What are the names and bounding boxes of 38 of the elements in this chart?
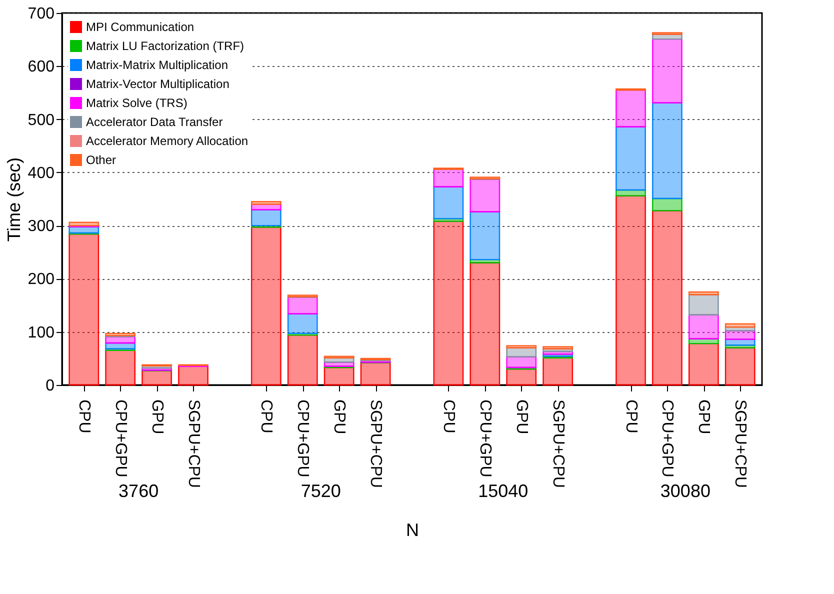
- text: 15040: [478, 481, 528, 501]
- x-tick-label: CPU+GPU: [294, 400, 312, 478]
- x-tick-label: CPU: [258, 400, 275, 434]
- legend-label: Matrix-Matrix Multiplication: [86, 58, 228, 72]
- x-tick-label: GPU: [512, 400, 530, 434]
- text: 3760: [118, 481, 159, 501]
- y-tick-label: 500: [28, 112, 55, 129]
- x-tick-label: SGPU+CPU: [184, 400, 202, 488]
- y-tick-label: 100: [28, 324, 55, 342]
- legend-label: Matrix Solve (TRS): [86, 96, 188, 110]
- legend-label: Other: [86, 153, 116, 167]
- y-tick-label: 0: [46, 378, 55, 394]
- x-tick-label: GPU: [330, 400, 348, 434]
- y-tick-label: 700: [28, 6, 55, 22]
- x-tick-label: SGPU+CPU: [367, 400, 384, 488]
- x-tick-label: GPU: [695, 400, 712, 434]
- y-tick-label: 300: [28, 218, 55, 236]
- x-tick-label: CPU+GPU: [476, 400, 494, 478]
- y-tick-label: 200: [28, 271, 55, 288]
- y-axis-title: Time (sec): [4, 157, 24, 242]
- y-tick-label: 400: [28, 164, 55, 182]
- legend-label: MPI Communication: [86, 20, 194, 34]
- x-tick-label: CPU: [622, 400, 640, 434]
- x-tick-label: CPU+GPU: [112, 400, 129, 478]
- text: 7520: [300, 481, 341, 501]
- y-tick-label: 600: [28, 58, 55, 76]
- x-tick-label: CPU: [440, 400, 457, 434]
- x-tick-label: SGPU+CPU: [732, 400, 749, 488]
- legend-label: Matrix-Vector Multiplication: [86, 77, 230, 91]
- legend-label: Accelerator Data Transfer: [86, 115, 223, 129]
- legend-label: Accelerator Memory Allocation: [86, 134, 248, 148]
- x-tick-label: CPU: [75, 400, 92, 434]
- x-tick-label: SGPU+CPU: [549, 400, 566, 488]
- x-tick-label: CPU+GPU: [658, 400, 676, 478]
- legend-label: Matrix LU Factorization (TRF): [86, 39, 244, 53]
- text: 30080: [660, 481, 710, 501]
- x-axis-title: N: [406, 520, 419, 540]
- x-tick-label: GPU: [148, 400, 166, 434]
